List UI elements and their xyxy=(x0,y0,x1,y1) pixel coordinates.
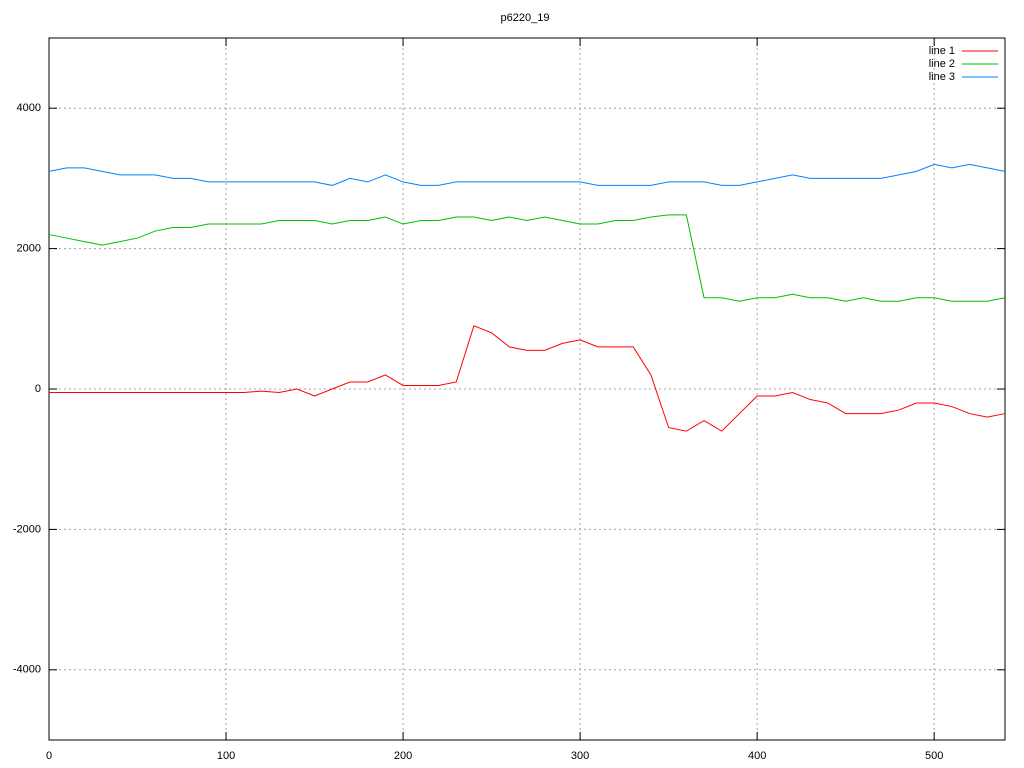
y-tick-label: 0 xyxy=(35,383,41,395)
chart-title: p6220_19 xyxy=(501,12,550,24)
x-tick-label: 200 xyxy=(394,750,412,762)
x-tick-label: 300 xyxy=(571,750,589,762)
x-tick-label: 500 xyxy=(925,750,943,762)
legend-label: line 3 xyxy=(929,71,955,83)
data-line xyxy=(48,214,1006,302)
plot-frame xyxy=(48,37,1006,741)
data-line xyxy=(49,325,1006,432)
x-tick-label: 400 xyxy=(748,750,766,762)
y-tick-label: -4000 xyxy=(13,664,41,676)
y-tick-label: 2000 xyxy=(17,243,41,255)
x-tick-label: 0 xyxy=(46,750,52,762)
y-tick-label: 4000 xyxy=(17,102,41,114)
y-tick-label: -2000 xyxy=(13,523,41,535)
x-tick-label: 100 xyxy=(217,750,235,762)
legend-label: line 1 xyxy=(929,45,955,57)
legend-label: line 2 xyxy=(929,58,955,70)
data-line xyxy=(48,163,1006,186)
